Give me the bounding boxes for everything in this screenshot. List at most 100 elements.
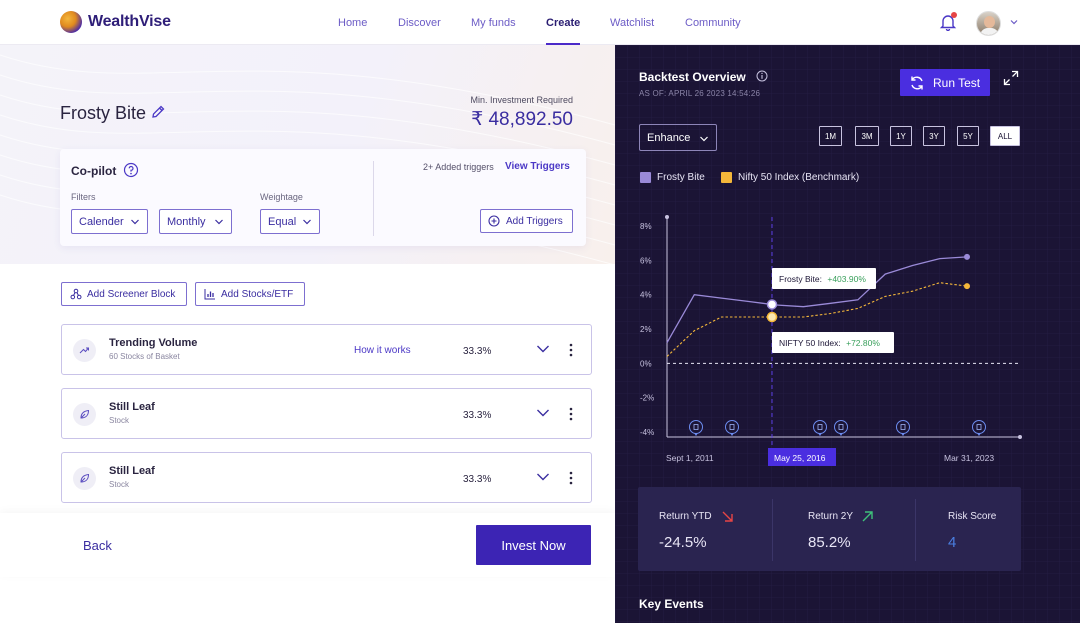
basket-block-trending-volume[interactable]: Trending Volume 60 Stocks of Basket How …	[61, 324, 592, 375]
nav-create[interactable]: Create	[546, 17, 581, 29]
bell-icon[interactable]	[939, 13, 957, 31]
legend-swatch-frosty-bite	[640, 172, 651, 183]
arrow-down-right-icon	[722, 511, 733, 522]
basket-block-still-leaf[interactable]: Still Leaf Stock 33.3%	[61, 388, 592, 439]
series-end-dot-nifty	[964, 283, 970, 290]
run-test-button[interactable]: Run Test	[900, 69, 990, 96]
enhance-dropdown[interactable]: Enhance	[639, 124, 717, 151]
period-5y[interactable]: 5Y	[957, 126, 979, 146]
bar-chart-icon	[204, 289, 215, 300]
filter-monthly-value: Monthly	[167, 215, 206, 228]
how-it-works-link[interactable]: How it works	[354, 345, 411, 356]
arrow-up-right-icon	[862, 511, 873, 522]
tooltip-nifty-label: NIFTY 50 Index:	[779, 338, 841, 348]
filter-calendar-dropdown[interactable]: Calender	[71, 209, 148, 234]
period-all[interactable]: ALL	[990, 126, 1020, 146]
legend-swatch-nifty	[721, 172, 732, 183]
event-marker-pin[interactable]	[813, 420, 827, 437]
min-investment-value: ₹ 48,892.50	[471, 109, 573, 130]
chevron-down-icon[interactable]	[536, 344, 550, 354]
nav-home[interactable]: Home	[338, 17, 368, 29]
event-marker-pin[interactable]	[834, 420, 848, 437]
block-weight: 33.3%	[463, 410, 492, 421]
plus-circle-icon	[488, 215, 500, 227]
refresh-icon	[911, 76, 923, 90]
chevron-down-icon[interactable]	[1009, 17, 1019, 27]
stat-label-risk-score: Risk Score	[948, 511, 997, 522]
app-logo[interactable]: WealthVise	[60, 11, 171, 33]
stat-value-return-2y: 85.2%	[808, 534, 851, 551]
trending-up-icon	[73, 339, 96, 362]
basket-block-still-leaf[interactable]: Still Leaf Stock 33.3%	[61, 452, 592, 503]
chevron-down-icon[interactable]	[536, 408, 550, 418]
block-title: Trending Volume	[109, 337, 198, 349]
nav-watchlist[interactable]: Watchlist	[610, 17, 655, 29]
stat-divider	[915, 499, 916, 561]
y-tick-label: 2%	[640, 325, 652, 334]
y-tick-label: 6%	[640, 256, 652, 265]
event-marker-pin[interactable]	[972, 420, 986, 437]
avatar[interactable]	[976, 11, 1001, 36]
min-investment-label: Min. Investment Required	[470, 95, 573, 105]
period-1y[interactable]: 1Y	[890, 126, 912, 146]
edit-pencil-icon[interactable]	[150, 104, 166, 120]
period-3y[interactable]: 3Y	[923, 126, 945, 146]
kebab-menu-icon[interactable]	[568, 343, 574, 357]
event-marker-pin[interactable]	[896, 420, 910, 437]
backtest-title: Backtest Overview	[639, 70, 746, 84]
stat-value-risk-score: 4	[948, 534, 957, 551]
stat-label-return-ytd: Return YTD	[659, 511, 712, 522]
series-end-dot-frosty-bite	[964, 253, 970, 260]
y-tick-label: 4%	[640, 291, 652, 300]
screener-icon	[70, 288, 82, 300]
nav-my-funds[interactable]: My funds	[471, 17, 516, 29]
back-button[interactable]: Back	[83, 538, 112, 553]
copilot-panel: Co-pilot Filters Calender Monthly Weight…	[60, 149, 586, 246]
view-triggers-link[interactable]: View Triggers	[505, 161, 570, 172]
expand-icon[interactable]	[1003, 70, 1019, 86]
chevron-down-icon	[700, 136, 708, 142]
filter-monthly-dropdown[interactable]: Monthly	[159, 209, 232, 234]
kebab-menu-icon[interactable]	[568, 471, 574, 485]
filter-calendar-value: Calender	[79, 215, 124, 228]
hover-point-nifty[interactable]	[766, 311, 778, 323]
leaf-icon	[73, 403, 96, 426]
leaf-icon	[73, 467, 96, 490]
x-label-end: Mar 31, 2023	[944, 453, 994, 463]
kebab-menu-icon[interactable]	[568, 407, 574, 421]
period-1m[interactable]: 1M	[819, 126, 842, 146]
backtest-panel: Backtest Overview AS OF: APRIL 26 2023 1…	[615, 45, 1080, 623]
x-marker-badge	[768, 448, 836, 466]
nav-discover[interactable]: Discover	[398, 17, 441, 29]
event-marker-pin[interactable]	[689, 420, 703, 437]
chevron-down-icon[interactable]	[536, 472, 550, 482]
run-test-label: Run Test	[933, 75, 981, 90]
tooltip-nifty-value: +72.80%	[846, 338, 880, 348]
triggers-added-count: 2+ Added triggers	[423, 162, 494, 172]
event-marker-pin[interactable]	[725, 420, 739, 437]
add-screener-block-button[interactable]: Add Screener Block	[61, 282, 187, 306]
add-triggers-label: Add Triggers	[506, 215, 563, 227]
portfolio-name: Frosty Bite	[60, 103, 147, 123]
period-3m[interactable]: 3M	[855, 126, 879, 146]
weightage-label: Weightage	[260, 192, 303, 202]
add-stocks-etf-button[interactable]: Add Stocks/ETF	[195, 282, 305, 306]
chevron-down-icon	[303, 219, 311, 225]
hover-point-frosty-bite[interactable]	[766, 299, 778, 310]
tooltip-frosty-value: +403.90%	[827, 274, 866, 284]
key-events-heading: Key Events	[639, 597, 704, 611]
invest-now-button[interactable]: Invest Now	[476, 525, 591, 565]
help-icon[interactable]	[123, 162, 139, 178]
svg-text:Frosty Bite: +403.90%: Frosty Bite: +403.90%	[779, 274, 866, 284]
tooltip-frosty-label: Frosty Bite:	[779, 274, 822, 284]
backtest-line-chart: 8% 6% 4% 2% 0% -2% -4% Frosty Bite: +403.90% N…	[640, 215, 1022, 466]
y-axis-end-dot	[665, 215, 669, 219]
add-triggers-button[interactable]: Add Triggers	[480, 209, 573, 233]
nav-community[interactable]: Community	[685, 17, 741, 29]
weightage-dropdown[interactable]: Equal	[260, 209, 320, 234]
active-nav-indicator	[546, 43, 580, 45]
block-weight: 33.3%	[463, 346, 492, 357]
info-icon[interactable]	[756, 70, 768, 82]
add-stocks-label: Add Stocks/ETF	[221, 288, 294, 300]
notification-dot	[951, 12, 957, 18]
